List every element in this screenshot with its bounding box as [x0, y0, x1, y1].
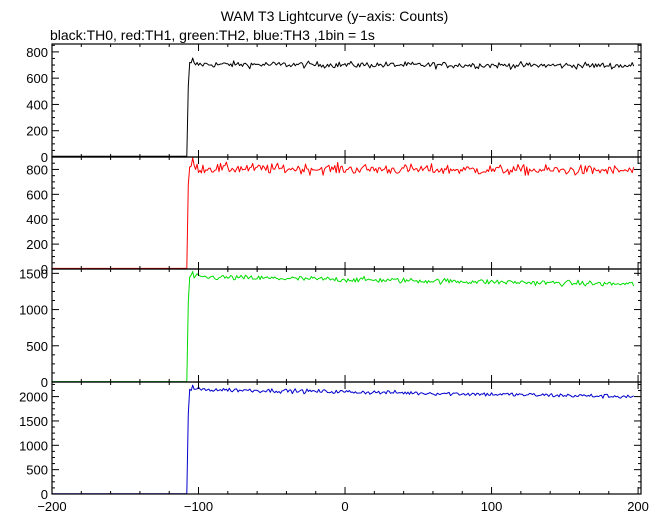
- chart-title: WAM T3 Lightcurve (y−axis: Counts): [220, 8, 449, 24]
- x-tick-label: −100: [184, 499, 213, 514]
- panel-frame: [51, 43, 642, 158]
- y-tick-label: 200: [26, 237, 48, 252]
- y-tick-label: 500: [26, 339, 48, 354]
- y-tick-label: 0: [41, 262, 48, 277]
- y-tick-label: 1500: [19, 414, 48, 429]
- series-line-th1: [52, 157, 635, 269]
- y-tick-label: 800: [26, 45, 48, 60]
- x-tick-label: 0: [341, 499, 348, 514]
- y-tick-label: 200: [26, 124, 48, 139]
- panel-th3: 0 500 1000 1500 2000: [19, 381, 642, 502]
- chart-subtitle: black:TH0, red:TH1, green:TH2, blue:TH3 …: [50, 27, 375, 43]
- x-tick-label: 100: [481, 499, 503, 514]
- panel-th0: 0 200 400 600 800: [26, 43, 642, 165]
- y-tick-label: 2000: [19, 390, 48, 405]
- y-tick-label: 1000: [19, 303, 48, 318]
- y-tick-label: 0: [41, 375, 48, 390]
- y-tick-label: 0: [41, 150, 48, 165]
- series-line-th0: [52, 57, 635, 157]
- panel-th1: 0 200 400 600 800: [26, 156, 642, 277]
- y-tick-label: 800: [26, 162, 48, 177]
- y-tick-label: 500: [26, 463, 48, 478]
- y-tick-label: 600: [26, 187, 48, 202]
- series-line-th3: [52, 384, 634, 495]
- panel-frame: [51, 381, 642, 495]
- x-tick-label: −200: [37, 499, 66, 514]
- y-tick-label: 1000: [19, 438, 48, 453]
- y-tick-label: 1500: [19, 266, 48, 281]
- panel-frame: [51, 268, 642, 383]
- y-tick-label: 600: [26, 71, 48, 86]
- series-line-th2: [52, 271, 635, 383]
- panel-th2: 0 500 1000 1500: [19, 266, 642, 390]
- y-tick-label: 0: [41, 487, 48, 502]
- y-tick-label: 400: [26, 212, 48, 227]
- panel-frame: [51, 156, 642, 270]
- y-tick-label: 400: [26, 97, 48, 112]
- x-tick-label: 200: [627, 499, 649, 514]
